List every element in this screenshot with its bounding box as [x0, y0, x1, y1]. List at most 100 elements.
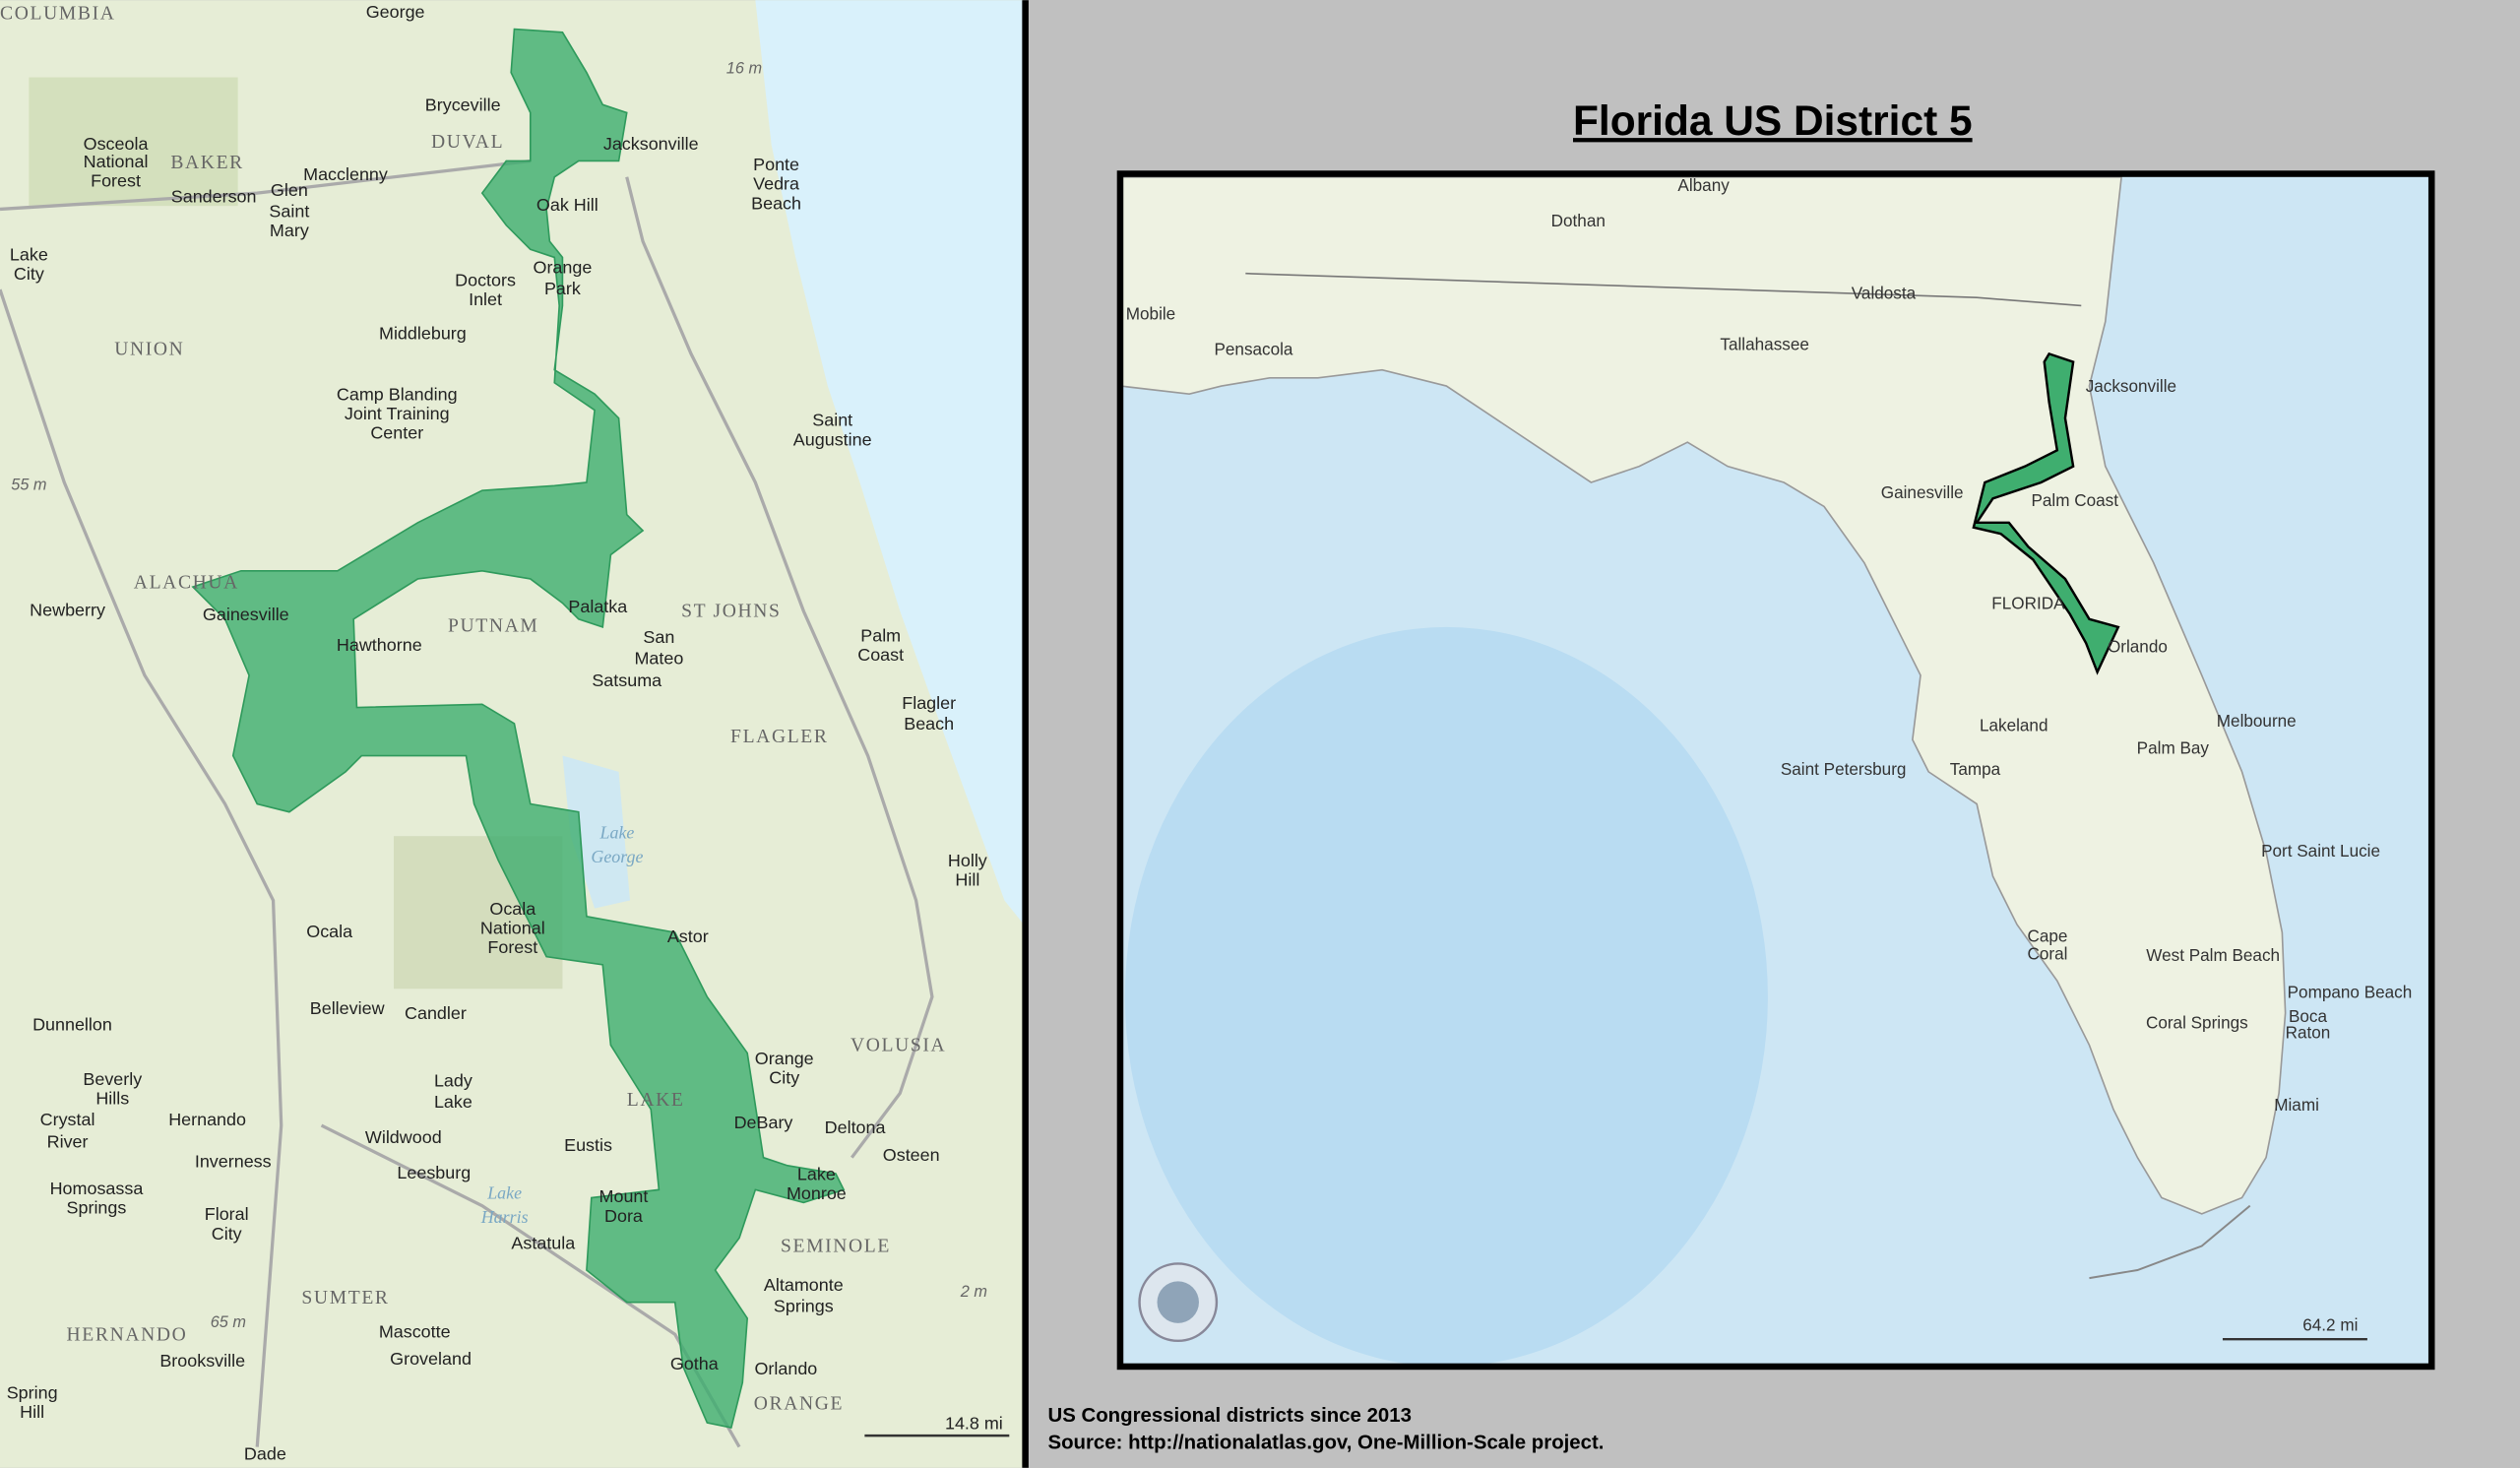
place-label: Palm: [860, 625, 901, 645]
place-label: Saint Petersburg: [1781, 759, 1907, 779]
footer-line: US Congressional districts since 2013: [1047, 1405, 1411, 1427]
place-label: Inlet: [469, 289, 502, 309]
place-label: Floral: [205, 1204, 249, 1224]
place-label: Mascotte: [379, 1321, 451, 1341]
place-label: Middleburg: [379, 324, 467, 344]
place-label: Flagler: [902, 693, 956, 713]
place-label: Lake: [10, 245, 48, 265]
place-label: Port Saint Lucie: [2261, 841, 2380, 861]
place-label: Mateo: [634, 648, 683, 668]
place-label: COLUMBIA: [0, 3, 115, 24]
place-label: Ocala: [489, 899, 536, 919]
place-label: BAKER: [170, 153, 244, 173]
place-label: ORANGE: [754, 1394, 844, 1415]
place-label: Holly: [948, 851, 987, 870]
place-label: Hawthorne: [337, 635, 422, 655]
place-label: FLAGLER: [730, 727, 829, 747]
place-label: HERNANDO: [67, 1324, 188, 1345]
scale-label: 14.8 mi: [945, 1413, 1003, 1433]
place-label: Lady: [434, 1071, 472, 1091]
road: [0, 159, 531, 212]
place-label: Springs: [774, 1296, 834, 1315]
place-label: Astor: [667, 926, 709, 946]
place-label: Lake: [797, 1164, 836, 1183]
place-label: Dunnellon: [32, 1015, 112, 1035]
place-label: San: [643, 627, 674, 647]
keys: [2089, 1204, 2251, 1280]
place-label: Saint: [812, 411, 852, 430]
place-label: Lakeland: [1980, 716, 2048, 735]
place-label: Tampa: [1950, 759, 2001, 779]
place-label: Sanderson: [171, 187, 257, 207]
place-label: Leesburg: [397, 1163, 471, 1182]
compass: [1138, 1262, 1219, 1343]
place-label: LAKE: [627, 1090, 685, 1111]
place-label: Deltona: [825, 1117, 886, 1137]
place-label: PUTNAM: [448, 615, 538, 636]
place-label: Forest: [487, 937, 537, 957]
district-5: [191, 28, 846, 1429]
compass-center: [1157, 1281, 1199, 1323]
place-label: Hernando: [168, 1110, 246, 1129]
state-border: [1245, 272, 2082, 307]
place-label: Miami: [2274, 1095, 2319, 1115]
place-label: 65 m: [211, 1313, 246, 1331]
place-label: Beverly: [83, 1069, 142, 1089]
place-label: George: [366, 2, 425, 22]
place-label: Vedra: [753, 174, 799, 194]
place-label: 2 m: [960, 1283, 987, 1301]
place-label: Coast: [857, 645, 904, 665]
place-label: Lake: [486, 1182, 522, 1202]
place-label: Orange: [534, 258, 593, 278]
left-map: COLUMBIA George 16 m Bryceville DUVAL Jackson…: [0, 0, 1024, 1468]
place-label: Gotha: [670, 1354, 719, 1373]
place-label: Palatka: [568, 597, 627, 616]
place-label: Center: [370, 423, 423, 443]
road: [0, 288, 284, 1447]
place-label: National: [480, 919, 545, 938]
place-label: Cape: [2028, 926, 2068, 946]
place-label: Forest: [91, 170, 141, 190]
place-label: SEMINOLE: [781, 1237, 891, 1257]
place-label: Joint Training: [345, 404, 450, 423]
land: [1119, 175, 2287, 1215]
footer-line: Source: http://nationalatlas.gov, One-Mi…: [1047, 1433, 1604, 1454]
title: Florida US District 5: [1573, 97, 1973, 144]
place-label: Crystal: [40, 1110, 95, 1129]
map-frame: [1116, 170, 2435, 1371]
place-label: Camp Blanding: [337, 385, 458, 405]
place-label: Pensacola: [1214, 340, 1292, 359]
place-label: Augustine: [793, 429, 872, 449]
place-label: DeBary: [734, 1113, 793, 1132]
place-label: Gainesville: [1881, 482, 1964, 502]
place-label: Dade: [244, 1443, 286, 1463]
place-label: Albany: [1677, 175, 1730, 195]
place-label: 55 m: [11, 477, 46, 494]
place-label: Oak Hill: [536, 195, 598, 215]
place-label: Tallahassee: [1720, 335, 1808, 354]
place-label: UNION: [114, 340, 184, 360]
forest: [29, 77, 238, 207]
place-label: Glen: [271, 180, 308, 200]
place-label: Altamonte: [764, 1275, 844, 1295]
place-label: West Palm Beach: [2146, 945, 2280, 965]
place-label: Bryceville: [425, 96, 501, 115]
place-label: City: [14, 264, 44, 284]
place-label: Mount: [599, 1186, 649, 1206]
place-label: Satsuma: [592, 670, 662, 690]
place-label: Beach: [904, 714, 954, 734]
lake: [562, 755, 630, 909]
place-label: Boca: [2289, 1006, 2328, 1026]
district-5: [1972, 351, 2120, 675]
place-label: Saint: [269, 201, 309, 221]
place-label: Spring: [7, 1382, 58, 1402]
place-label: Orlando: [2108, 637, 2168, 657]
place-label: SUMTER: [301, 1288, 389, 1308]
place-label: Beach: [751, 193, 801, 213]
place-label: Hills: [95, 1089, 129, 1109]
deep-water: [1124, 626, 1768, 1367]
place-label: Coral: [2028, 944, 2068, 964]
place-label: VOLUSIA: [850, 1036, 946, 1056]
place-label: Springs: [67, 1198, 127, 1218]
